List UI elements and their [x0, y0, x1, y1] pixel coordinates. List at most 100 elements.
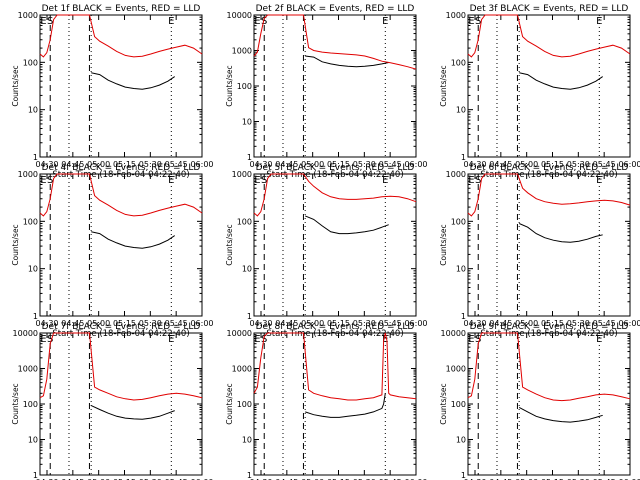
y-tick-label: 1000: [232, 47, 252, 56]
x-tick-label: 05:00: [515, 478, 538, 480]
x-tick-label: 05:15: [327, 319, 350, 328]
x-tick-label: 06:00: [404, 160, 427, 169]
series-line-lld: [253, 332, 417, 401]
plot-frame: [253, 14, 417, 158]
series-line-lld: [467, 332, 631, 402]
y-tick-label: 1000: [446, 365, 466, 374]
y-tick-label: 1000: [446, 170, 466, 179]
plot-frame: [467, 332, 631, 476]
chart-panel-4: Det 4f BLACK = Events, RED = LLD 1 10 100 10…: [11, 163, 214, 339]
y-tick-label: 1: [33, 153, 38, 162]
flag-label: S: [47, 334, 53, 345]
chart-title: Det 1f BLACK = Events, RED = LLD: [42, 4, 201, 14]
series-line-events: [519, 72, 603, 90]
x-tick-label: 06:00: [404, 478, 427, 480]
y-axis-label: Counts/sec: [11, 383, 20, 424]
x-tick-label: 05:45: [593, 319, 616, 328]
x-tick-label: 05:30: [139, 478, 162, 480]
series-line-lld: [253, 14, 417, 70]
x-tick-label: 05:15: [541, 319, 564, 328]
flag-label: S: [475, 334, 481, 345]
y-tick-label: 10000: [227, 11, 252, 20]
flag-label: E: [382, 16, 388, 27]
flag-label: S: [475, 16, 481, 27]
y-axis-label: Counts/sec: [225, 65, 234, 106]
y-tick-label: 1: [33, 312, 38, 321]
x-tick-label: 04:30: [249, 160, 272, 169]
x-tick-label: 05:15: [327, 160, 350, 169]
y-tick-label: 10: [242, 118, 252, 127]
x-tick-label: 05:45: [593, 160, 616, 169]
chart-panel-1: Det 1f BLACK = Events, RED = LLD 1 10 100 10…: [11, 4, 214, 180]
y-axis-label: Counts/sec: [225, 383, 234, 424]
chart-title: Det 6f BLACK = Events, RED = LLD: [470, 163, 629, 173]
chart-panel-9: Det 9f BLACK = Events, RED = LLD 1 10 100 10…: [439, 322, 640, 480]
flag-label: E: [168, 334, 174, 345]
x-tick-label: 05:00: [515, 319, 538, 328]
chart-panel-3: Det 3f BLACK = Events, RED = LLD 1 10 100 10…: [439, 4, 640, 180]
y-tick-label: 100: [451, 217, 466, 226]
flag-label: S: [261, 334, 267, 345]
x-tick-label: 05:00: [301, 160, 324, 169]
y-tick-label: 10000: [13, 329, 38, 338]
series-line-lld: [39, 14, 203, 58]
x-tick-label: 06:00: [190, 160, 213, 169]
y-axis-label: Counts/sec: [225, 224, 234, 265]
plot-frame: [253, 173, 417, 317]
chart-title: Det 9f BLACK = Events, RED = LLD: [470, 322, 629, 332]
x-axis-label: Start Time (18-Feb-04 04:22:40): [266, 170, 403, 180]
x-axis-label: Start Time (18-Feb-04 04:22:40): [480, 170, 617, 180]
x-tick-label: 04:45: [489, 160, 512, 169]
x-tick-label: 04:30: [35, 160, 58, 169]
y-tick-label: 100: [23, 58, 38, 67]
plot-frame: [39, 173, 203, 317]
x-tick-label: 04:45: [61, 160, 84, 169]
series-line-events: [305, 55, 389, 68]
y-tick-label: 10000: [441, 329, 466, 338]
plot-frame: [253, 332, 417, 476]
x-tick-label: 05:00: [301, 319, 324, 328]
series-line-events: [305, 215, 389, 235]
y-tick-label: 100: [451, 400, 466, 409]
flag-label: E: [382, 175, 388, 186]
y-tick-label: 10: [456, 106, 466, 115]
series-line-lld: [467, 173, 631, 217]
y-tick-label: 1: [247, 312, 252, 321]
series-line-events: [519, 223, 603, 243]
x-tick-label: 05:30: [567, 160, 590, 169]
flag-label: S: [475, 175, 481, 186]
x-tick-label: 06:00: [404, 319, 427, 328]
y-tick-label: 1: [461, 153, 466, 162]
x-tick-label: 05:30: [353, 478, 376, 480]
y-tick-label: 1: [461, 312, 466, 321]
x-tick-label: 05:00: [87, 160, 110, 169]
y-tick-label: 1000: [18, 11, 38, 20]
series-line-lld: [39, 332, 203, 401]
flag-label: S: [47, 16, 53, 27]
flag-label: E: [254, 334, 260, 345]
series-line-events: [91, 231, 175, 249]
y-tick-label: 1000: [18, 170, 38, 179]
x-tick-label: 05:45: [165, 319, 188, 328]
x-tick-label: 05:45: [593, 478, 616, 480]
x-tick-label: 05:15: [113, 160, 136, 169]
flag-label: E: [40, 16, 46, 27]
chart-title: Det 2f BLACK = Events, RED = LLD: [256, 4, 415, 14]
y-tick-label: 10000: [227, 329, 252, 338]
flag-label: S: [261, 16, 267, 27]
x-tick-label: 04:45: [275, 160, 298, 169]
x-tick-label: 05:00: [301, 478, 324, 480]
y-tick-label: 1000: [18, 365, 38, 374]
x-tick-label: 05:15: [327, 478, 350, 480]
x-tick-label: 05:15: [113, 319, 136, 328]
x-tick-label: 05:15: [541, 160, 564, 169]
x-tick-label: 04:45: [489, 319, 512, 328]
plot-frame: [467, 14, 631, 158]
x-axis-label: Start Time (18-Feb-04 04:22:40): [480, 329, 617, 339]
y-tick-label: 10: [456, 436, 466, 445]
x-tick-label: 05:45: [379, 319, 402, 328]
x-tick-label: 04:45: [275, 319, 298, 328]
x-tick-label: 06:00: [618, 160, 640, 169]
x-tick-label: 05:30: [353, 160, 376, 169]
y-tick-label: 100: [451, 58, 466, 67]
